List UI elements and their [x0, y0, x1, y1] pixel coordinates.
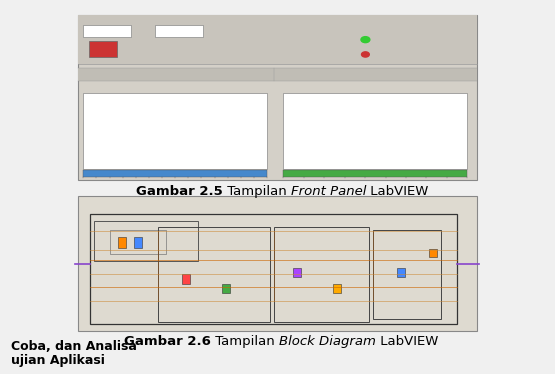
Bar [155, 25, 203, 37]
Text: Gambar 2.5: Gambar 2.5 [136, 185, 223, 198]
Text: LabVIEW: LabVIEW [366, 185, 428, 198]
Text: Coba, dan Analisa: Coba, dan Analisa [11, 340, 137, 353]
Bar [397, 268, 405, 277]
Bar [158, 227, 270, 322]
Bar [83, 25, 131, 37]
Text: Tampilan: Tampilan [223, 185, 291, 198]
Bar [118, 237, 127, 248]
Bar [334, 284, 341, 293]
Bar [430, 249, 437, 257]
Bar [284, 170, 467, 177]
Bar [110, 230, 165, 254]
Bar [284, 93, 467, 169]
Bar [83, 170, 267, 177]
Circle shape [361, 52, 369, 57]
Bar [374, 230, 441, 319]
Text: ujian Aplikasi: ujian Aplikasi [11, 354, 105, 367]
Bar [89, 41, 117, 57]
Bar [78, 15, 477, 64]
Bar [274, 227, 370, 322]
Bar [78, 68, 477, 81]
Bar [134, 237, 143, 248]
Text: LabVIEW: LabVIEW [376, 335, 438, 348]
Text: Gambar 2.6: Gambar 2.6 [124, 335, 211, 348]
Text: Front Panel: Front Panel [291, 185, 366, 198]
Text: Block Diagram: Block Diagram [279, 335, 376, 348]
Bar [83, 93, 267, 169]
Bar [221, 284, 230, 293]
Text: Tampilan: Tampilan [211, 335, 279, 348]
Bar [294, 268, 301, 277]
Bar [78, 196, 477, 331]
Bar [78, 15, 477, 180]
Circle shape [361, 37, 370, 43]
Bar [90, 214, 457, 324]
Bar [181, 275, 190, 284]
Bar [94, 221, 198, 261]
